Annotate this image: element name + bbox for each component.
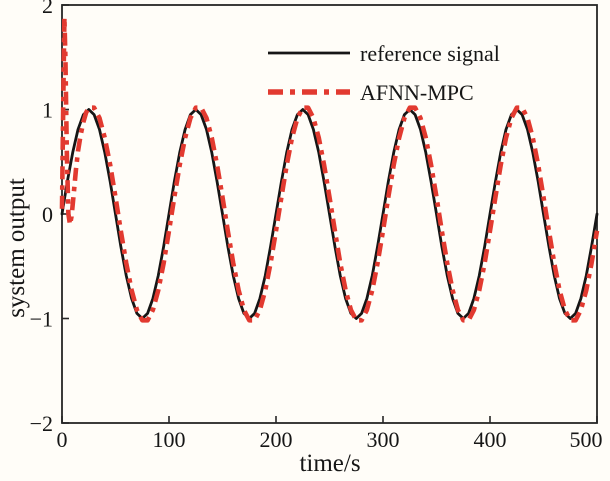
legend-label-reference: reference signal bbox=[360, 41, 500, 66]
series-curves bbox=[59, 15, 600, 323]
legend-label-afnn-mpc: AFNN-MPC bbox=[360, 80, 474, 105]
legend: reference signal AFNN-MPC bbox=[268, 41, 500, 105]
y-tick-label: 1 bbox=[42, 98, 53, 123]
x-tick-label: 100 bbox=[153, 427, 186, 452]
x-tick-label: 0 bbox=[57, 427, 68, 452]
y-axis-label: system output bbox=[3, 178, 30, 318]
x-tick-label: 500 bbox=[570, 427, 603, 452]
y-tick-label: −1 bbox=[30, 307, 53, 332]
y-tick-label: −2 bbox=[30, 411, 53, 436]
axes: 0 100 200 300 400 500 −2 −1 0 1 2 bbox=[30, 0, 603, 452]
y-tick-label: 0 bbox=[42, 202, 53, 227]
y-tick-label: 2 bbox=[42, 0, 53, 18]
x-axis-label: time/s bbox=[299, 450, 360, 477]
x-tick-label: 400 bbox=[474, 427, 507, 452]
x-tick-label: 200 bbox=[260, 427, 293, 452]
series-line-afnn-mpc bbox=[59, 15, 600, 323]
series-line-reference-signal bbox=[60, 108, 599, 320]
x-tick-label: 300 bbox=[367, 427, 400, 452]
